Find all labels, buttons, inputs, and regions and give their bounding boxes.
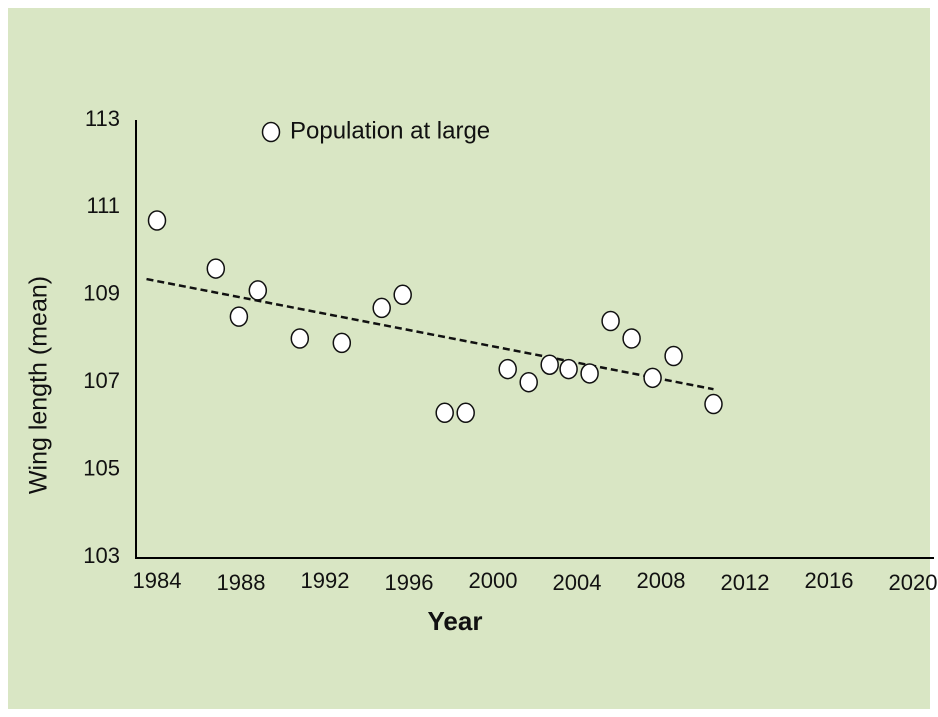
data-point [206, 258, 226, 279]
x-tick-label: 2016 [805, 568, 854, 593]
data-point [498, 358, 517, 380]
y-axis-title: Wing length (mean) [25, 276, 53, 494]
data-point [147, 210, 167, 231]
x-axis-title: Year [428, 606, 483, 636]
x-tick-label: 1992 [301, 568, 350, 593]
data-point [290, 328, 310, 349]
data-point [519, 371, 538, 393]
data-point [601, 310, 620, 332]
x-tick-label: 2000 [469, 568, 518, 593]
y-tick-label: 105 [83, 455, 120, 480]
x-tick-label: 2012 [721, 570, 770, 595]
x-tick-label: 2008 [637, 568, 686, 593]
y-tick-label: 107 [83, 368, 120, 393]
y-tick-label: 109 [83, 281, 120, 306]
trend-line [146, 277, 714, 391]
data-point [393, 284, 412, 306]
background [8, 8, 930, 709]
data-point [559, 358, 578, 380]
x-tick-label: 2004 [553, 570, 602, 595]
y-tick-label: 111 [87, 193, 120, 218]
data-point [435, 402, 454, 424]
data-point [229, 306, 249, 327]
x-tick-label: 1988 [217, 570, 266, 595]
data-point [332, 332, 352, 354]
x-tick-label: 1996 [385, 570, 434, 595]
data-point [372, 297, 391, 319]
data-point [664, 345, 683, 367]
data-point [540, 354, 559, 375]
data-point [248, 280, 268, 301]
data-point [643, 367, 662, 389]
x-tick-label: 2020 [889, 570, 938, 595]
legend-label: Population at large [290, 117, 490, 144]
y-tick-label: 103 [83, 543, 120, 568]
data-point [622, 328, 641, 349]
y-tick-label: 113 [85, 106, 120, 131]
data-point [456, 402, 475, 424]
x-tick-label: 1984 [133, 568, 182, 593]
legend-marker [261, 121, 281, 143]
data-point [704, 393, 723, 415]
data-point [580, 363, 599, 384]
